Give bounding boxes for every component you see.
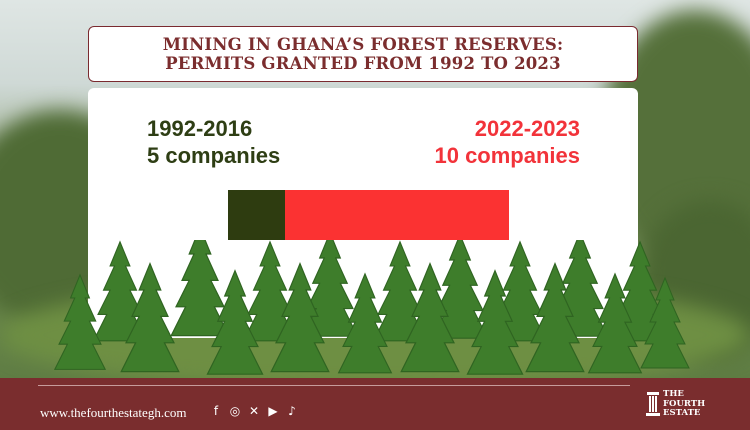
footer-bar	[0, 378, 750, 430]
logo-line-3: ESTATE	[663, 408, 701, 418]
title-line-2: PERMITS GRANTED FROM 1992 TO 2023	[165, 54, 561, 73]
stat-left-count: 5 companies	[147, 143, 281, 168]
stat-right-count: 10 companies	[434, 143, 580, 168]
back-row-trees	[93, 240, 667, 342]
title-line-1: MINING IN GHANA’S FOREST RESERVES:	[162, 35, 564, 54]
the-fourth-estate-logo: THE FOURTH ESTATE	[646, 389, 706, 419]
x-icon[interactable]: ✕	[248, 404, 260, 418]
stat-right-period: 2022-2023	[474, 116, 580, 141]
bar-segment-1992-2016	[228, 190, 285, 240]
instagram-icon[interactable]: ◎	[229, 404, 241, 418]
stat-left-period: 1992-2016	[147, 116, 253, 141]
stat-2022-2023: 2022-2023 10 companies	[434, 115, 580, 169]
facebook-icon[interactable]: f	[213, 404, 219, 418]
bar-segment-2022-2023	[285, 190, 509, 240]
pillar-icon	[646, 392, 660, 417]
website-link[interactable]: www.thefourthestategh.com	[40, 405, 187, 420]
title-banner: MINING IN GHANA’S FOREST RESERVES: PERMI…	[88, 26, 638, 82]
social-icons: f ◎ ✕ ▶ ♪	[209, 404, 299, 418]
logo-line-1: THE	[663, 389, 684, 399]
logo-line-2: FOURTH	[663, 398, 706, 409]
footer-divider	[38, 385, 630, 386]
tiktok-icon[interactable]: ♪	[288, 404, 296, 418]
youtube-icon[interactable]: ▶	[268, 404, 278, 418]
pine-trees-illustration	[54, 240, 690, 375]
stat-1992-2016: 1992-2016 5 companies	[147, 115, 280, 169]
